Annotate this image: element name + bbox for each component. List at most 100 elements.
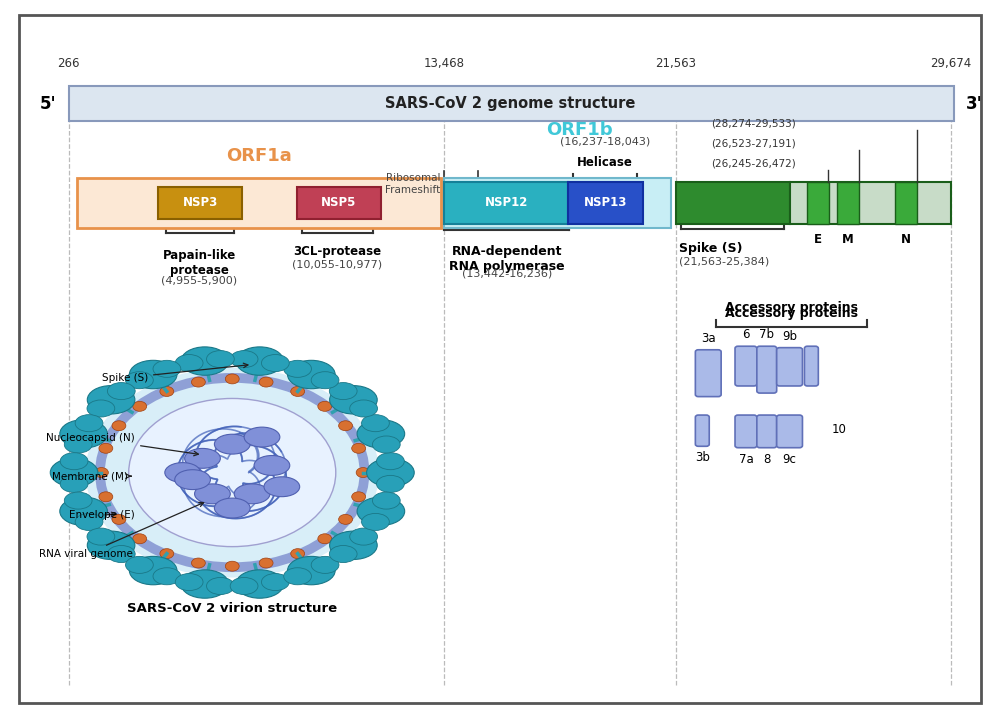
Text: (10,055-10,977): (10,055-10,977) [292,260,382,270]
Text: (13,442-16,236): (13,442-16,236) [462,268,552,278]
Text: (26,245-26,472): (26,245-26,472) [711,158,796,168]
Ellipse shape [75,415,103,432]
Ellipse shape [64,492,92,509]
FancyBboxPatch shape [69,85,954,121]
Ellipse shape [94,467,108,477]
Ellipse shape [207,577,234,595]
Ellipse shape [236,347,284,376]
Ellipse shape [60,475,88,493]
Text: (26,523-27,191): (26,523-27,191) [711,139,796,148]
Ellipse shape [87,386,135,414]
Ellipse shape [207,350,234,368]
Text: 3': 3' [966,95,983,113]
Ellipse shape [372,492,400,509]
Ellipse shape [99,443,113,453]
FancyBboxPatch shape [438,178,452,228]
Ellipse shape [60,452,88,470]
Ellipse shape [288,360,335,388]
Ellipse shape [352,443,366,453]
Ellipse shape [291,386,305,396]
FancyBboxPatch shape [735,415,757,448]
Ellipse shape [225,374,239,384]
FancyBboxPatch shape [777,348,802,386]
Ellipse shape [60,419,107,448]
Text: ORF1a: ORF1a [226,147,292,165]
FancyBboxPatch shape [444,178,671,228]
Ellipse shape [181,347,229,376]
Ellipse shape [112,421,126,431]
Ellipse shape [165,462,201,482]
Text: 9c: 9c [783,452,797,466]
Ellipse shape [225,561,239,571]
Ellipse shape [86,368,379,577]
Ellipse shape [284,568,311,584]
Text: M: M [842,233,854,246]
Text: RNA viral genome: RNA viral genome [39,503,204,559]
Text: (16,237-18,043): (16,237-18,043) [560,136,650,146]
FancyBboxPatch shape [695,415,709,447]
Ellipse shape [377,452,404,470]
Ellipse shape [230,577,258,595]
Ellipse shape [133,533,147,544]
Text: (4,955-5,900): (4,955-5,900) [161,275,238,285]
FancyBboxPatch shape [444,182,568,224]
Ellipse shape [357,419,405,448]
Ellipse shape [181,570,229,598]
Text: Envelope (E): Envelope (E) [69,510,135,520]
Text: 3a: 3a [701,332,716,345]
Text: 266: 266 [57,57,80,70]
Text: Helicase: Helicase [577,156,633,169]
Ellipse shape [330,386,377,414]
Text: Ribosomal
Frameshift: Ribosomal Frameshift [385,173,441,195]
Ellipse shape [191,558,205,568]
Text: 6: 6 [742,328,750,341]
FancyBboxPatch shape [695,350,721,396]
Text: Accessory proteins: Accessory proteins [725,307,858,320]
Ellipse shape [236,570,284,598]
Ellipse shape [350,528,377,545]
FancyBboxPatch shape [777,415,802,448]
Text: 21,563: 21,563 [655,57,696,70]
Ellipse shape [329,383,357,400]
Ellipse shape [214,434,250,454]
FancyBboxPatch shape [735,346,757,386]
FancyBboxPatch shape [19,15,981,703]
Ellipse shape [329,546,357,562]
Ellipse shape [60,497,107,526]
Ellipse shape [377,475,404,493]
Ellipse shape [153,568,181,584]
Text: ORF1b: ORF1b [546,121,613,139]
Ellipse shape [339,514,353,524]
Ellipse shape [87,400,115,417]
Text: NSP5: NSP5 [321,197,357,210]
Text: 8: 8 [763,452,770,466]
Text: NSP12: NSP12 [485,197,528,210]
Ellipse shape [112,514,126,524]
FancyBboxPatch shape [297,187,381,219]
FancyBboxPatch shape [77,178,441,228]
Ellipse shape [129,556,177,584]
Ellipse shape [175,470,210,490]
Ellipse shape [175,574,203,591]
Text: 3b: 3b [695,451,710,465]
Ellipse shape [367,458,414,487]
Ellipse shape [185,449,220,468]
Ellipse shape [107,383,135,400]
FancyBboxPatch shape [804,346,818,386]
Text: Spike (S): Spike (S) [679,242,742,255]
Ellipse shape [50,458,98,487]
Ellipse shape [160,549,174,559]
Ellipse shape [87,531,135,559]
Text: Accessory proteins: Accessory proteins [725,302,858,314]
Text: (21,563-25,384): (21,563-25,384) [679,256,769,266]
Ellipse shape [318,401,332,411]
Ellipse shape [126,556,153,574]
Ellipse shape [311,556,339,574]
Text: 13,468: 13,468 [424,57,465,70]
Ellipse shape [291,549,305,559]
Text: E: E [814,233,822,246]
Text: N: N [901,233,911,246]
FancyBboxPatch shape [790,182,951,224]
Ellipse shape [362,513,389,531]
Ellipse shape [311,372,339,388]
